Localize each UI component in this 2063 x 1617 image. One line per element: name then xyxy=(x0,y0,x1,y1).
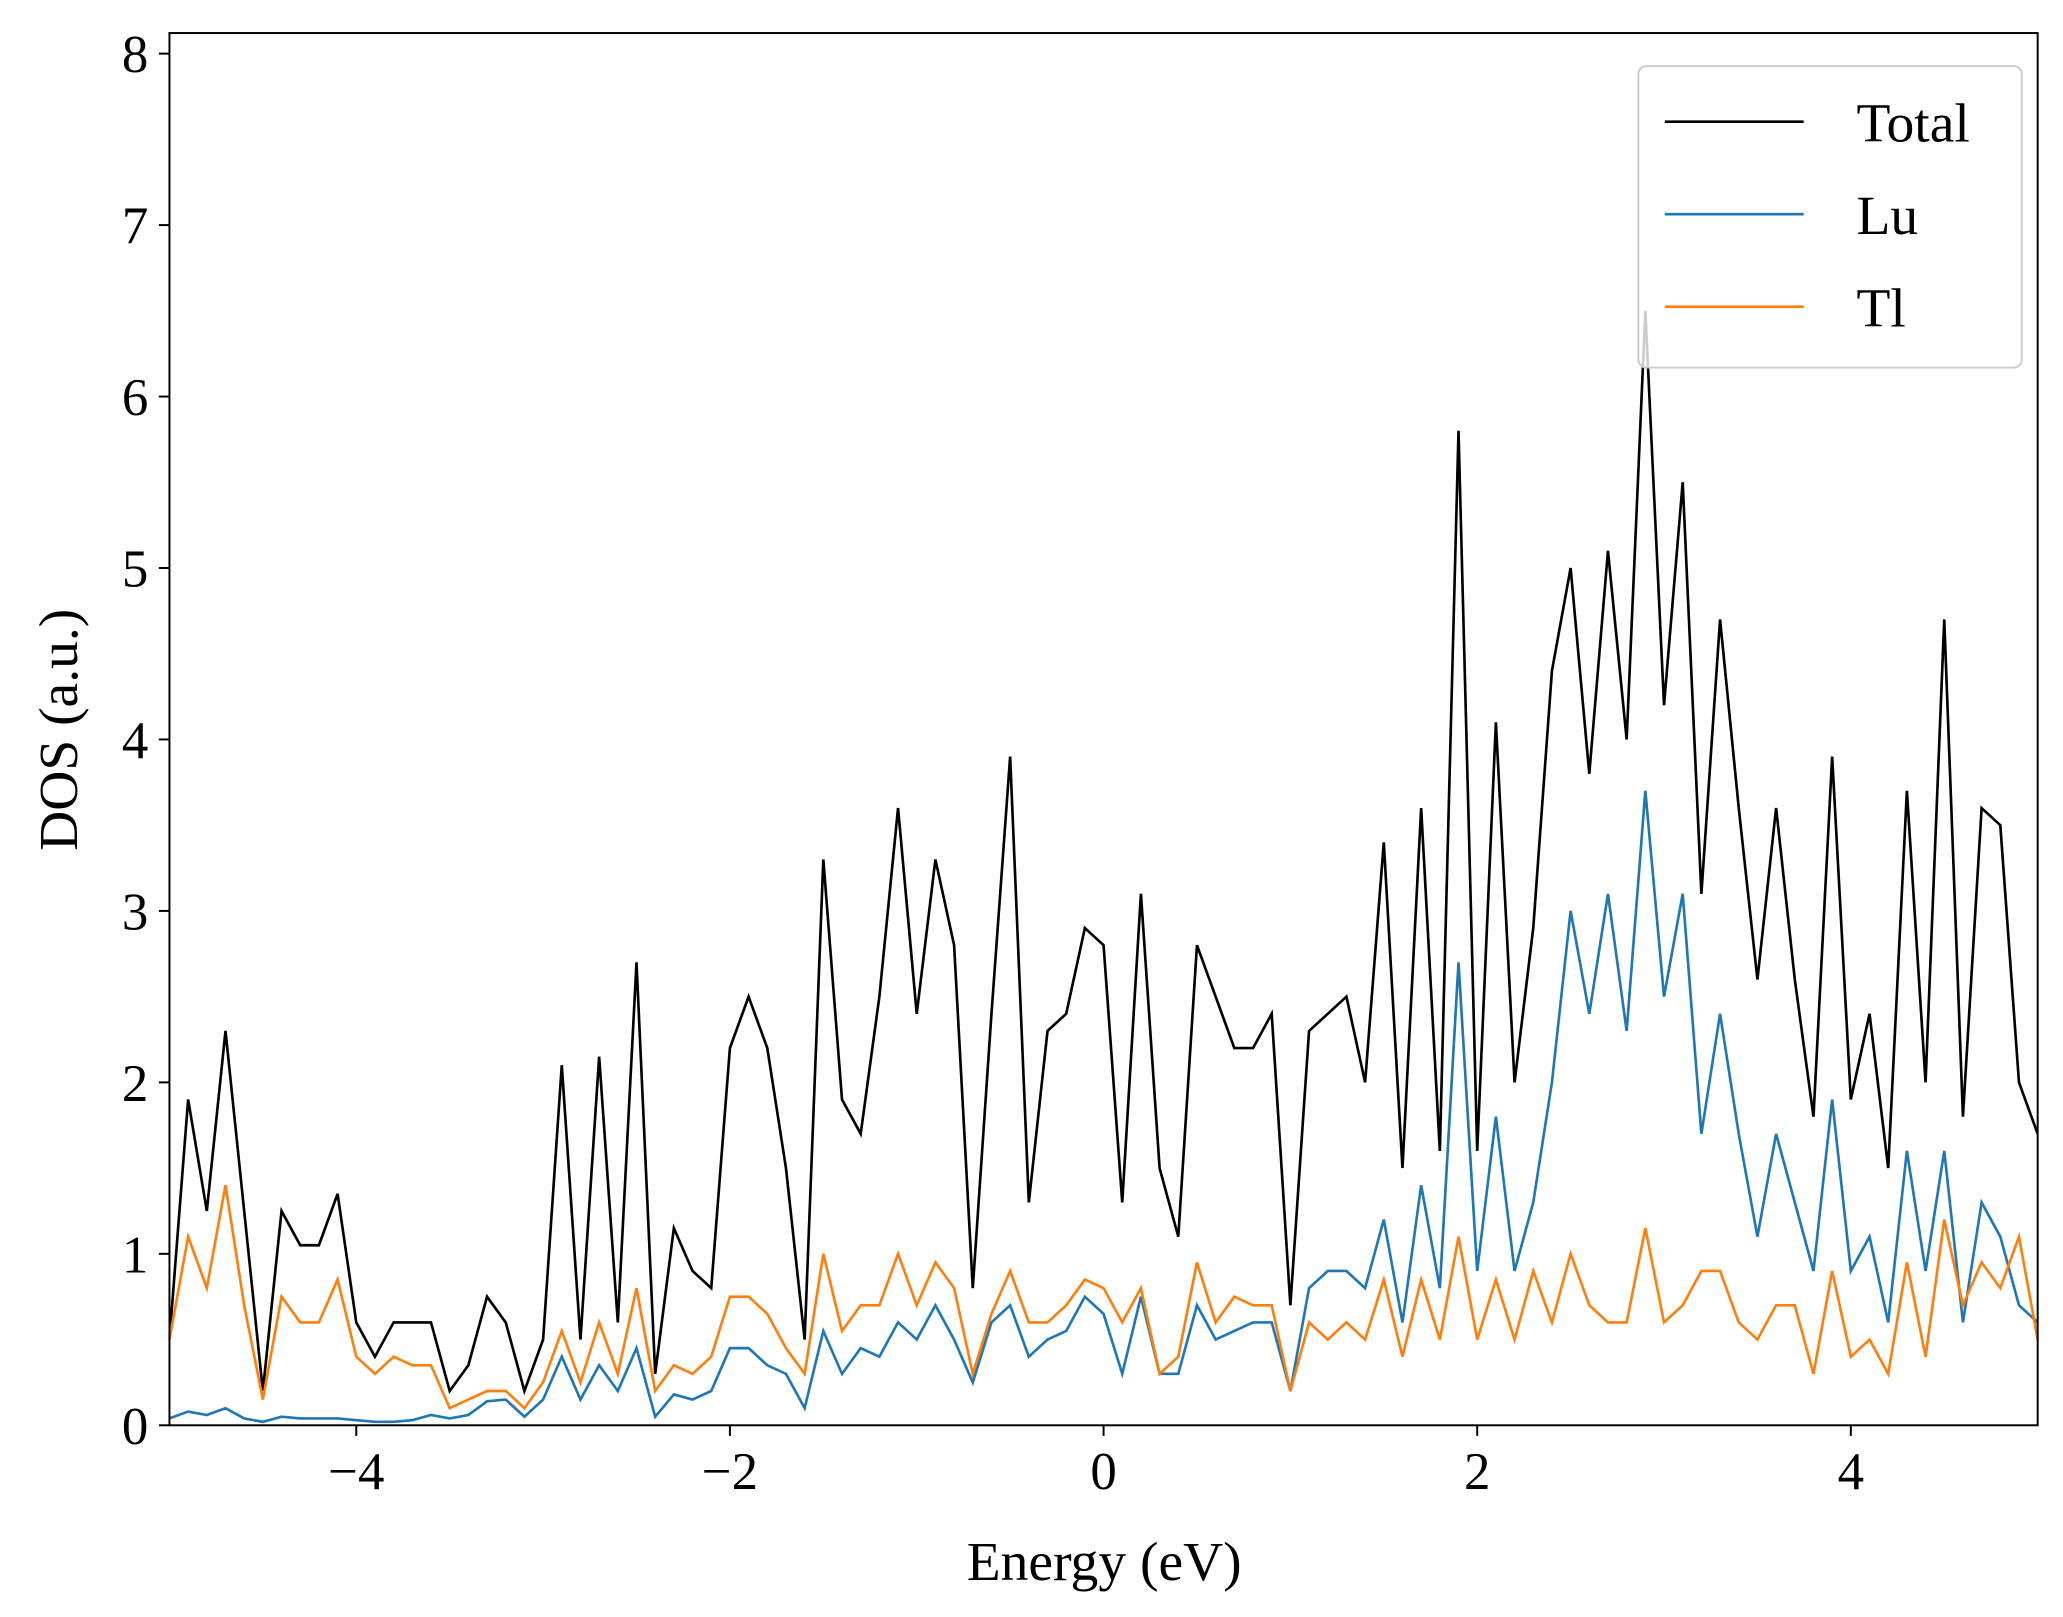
y-axis-label: DOS (a.u.) xyxy=(29,609,90,851)
y-tick-label: 7 xyxy=(122,198,148,256)
x-tick-label: 4 xyxy=(1838,1443,1864,1501)
y-tick-label: 2 xyxy=(122,1055,148,1113)
y-tick-label: 5 xyxy=(122,541,148,599)
legend-label: Lu xyxy=(1857,186,1919,247)
x-tick-label: 0 xyxy=(1090,1443,1116,1501)
y-tick-label: 4 xyxy=(122,712,148,770)
y-tick-label: 6 xyxy=(122,369,148,427)
y-tick-label: 3 xyxy=(122,883,148,941)
series-line xyxy=(169,310,2038,1396)
x-tick-label: −2 xyxy=(702,1443,758,1501)
x-tick-label: −4 xyxy=(328,1443,384,1501)
y-tick-label: 1 xyxy=(122,1226,148,1284)
legend-label: Tl xyxy=(1857,279,1906,340)
series-line xyxy=(169,1185,2038,1411)
series-line xyxy=(169,790,2038,1424)
y-tick-label: 8 xyxy=(122,26,148,84)
y-tick-label: 0 xyxy=(122,1398,148,1456)
legend-box xyxy=(1637,65,2023,369)
x-axis-label: Energy (eV) xyxy=(967,1532,1242,1593)
x-tick-label: 2 xyxy=(1464,1443,1490,1501)
legend-label: Total xyxy=(1857,93,1970,154)
plot-frame xyxy=(168,32,2039,1427)
